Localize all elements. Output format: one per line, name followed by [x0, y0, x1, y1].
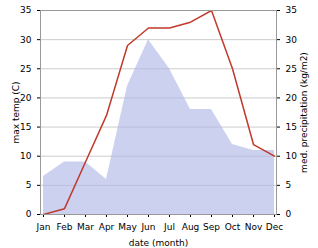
svg-text:10: 10	[20, 151, 32, 161]
svg-text:Feb: Feb	[57, 222, 73, 232]
svg-text:15: 15	[286, 122, 297, 132]
svg-text:5: 5	[286, 180, 292, 190]
svg-text:20: 20	[286, 93, 298, 103]
svg-text:Sep: Sep	[203, 222, 220, 232]
svg-text:0: 0	[26, 209, 32, 219]
svg-text:Jul: Jul	[163, 222, 175, 232]
svg-text:15: 15	[20, 122, 31, 132]
svg-text:Apr: Apr	[99, 222, 115, 232]
svg-text:Mar: Mar	[77, 222, 94, 232]
svg-text:Jun: Jun	[140, 222, 155, 232]
svg-text:max temp (C): max temp (C)	[11, 81, 21, 143]
svg-text:date (month): date (month)	[129, 238, 188, 248]
svg-text:10: 10	[286, 151, 298, 161]
svg-text:30: 30	[286, 35, 298, 45]
svg-text:25: 25	[20, 64, 31, 74]
svg-text:Dec: Dec	[266, 222, 283, 232]
svg-text:Jan: Jan	[36, 222, 51, 232]
svg-text:35: 35	[20, 5, 31, 15]
svg-text:0: 0	[286, 209, 292, 219]
svg-text:35: 35	[286, 5, 297, 15]
svg-text:May: May	[118, 222, 137, 232]
svg-text:Oct: Oct	[225, 222, 241, 232]
svg-text:Aug: Aug	[182, 222, 200, 232]
svg-text:5: 5	[26, 180, 32, 190]
svg-text:med. precipitation (kg/m2): med. precipitation (kg/m2)	[299, 52, 309, 173]
svg-text:25: 25	[286, 64, 297, 74]
svg-text:30: 30	[20, 35, 32, 45]
svg-text:Nov: Nov	[245, 222, 263, 232]
svg-text:20: 20	[20, 93, 32, 103]
